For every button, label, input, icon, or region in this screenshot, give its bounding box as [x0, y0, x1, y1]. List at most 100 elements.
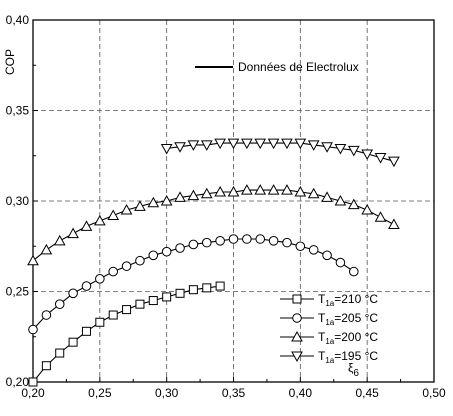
y-tick-label: 0,30 [6, 194, 30, 208]
y-axis-title: COP [3, 49, 17, 75]
data-point [174, 191, 186, 202]
series-line [32, 189, 395, 262]
data-point [160, 194, 173, 206]
data-point [135, 299, 145, 309]
data-point [241, 138, 253, 150]
data-point [55, 348, 65, 358]
series-2 [28, 234, 359, 335]
x-tick-label: 0,20 [21, 386, 45, 400]
y-tick-label: 0,35 [6, 104, 30, 118]
data-point [175, 288, 185, 298]
x-tick-label: 0,40 [289, 386, 313, 400]
data-point [215, 281, 225, 291]
legend-label-value: =195 °C [334, 349, 378, 363]
data-point [200, 140, 213, 151]
data-point [214, 138, 226, 150]
data-point [295, 241, 306, 252]
legend-entry: T1a=195 °C [280, 349, 378, 365]
grid-lines [33, 20, 434, 382]
data-point [122, 305, 132, 315]
series-line [32, 238, 355, 330]
data-point [187, 189, 200, 201]
data-point [294, 138, 307, 150]
data-point [255, 234, 266, 244]
data-point [148, 296, 158, 306]
reference-legend: Données de Electrolux [195, 60, 359, 74]
legend-label-main: T [318, 292, 326, 306]
data-point [187, 140, 200, 151]
data-point [81, 326, 91, 336]
data-point [81, 281, 92, 291]
data-point [188, 239, 199, 250]
data-point [162, 292, 172, 302]
data-point [215, 236, 225, 246]
data-point [254, 138, 267, 150]
data-point [27, 254, 39, 266]
data-point [227, 185, 240, 197]
data-point [227, 138, 240, 150]
data-point [334, 194, 347, 206]
data-point [135, 255, 145, 266]
legend-label-main: T [318, 311, 326, 325]
data-point [67, 227, 79, 239]
data-point [347, 198, 360, 210]
y-tick-label: 0,20 [6, 375, 30, 389]
legend-entry: T1a=205 °C [280, 311, 378, 327]
legend-label-main: T [318, 330, 326, 344]
series-4 [160, 138, 400, 168]
data-point [28, 377, 38, 387]
data-point [121, 261, 132, 271]
legend-label-subscript: 1a [325, 356, 334, 365]
data-point [281, 184, 293, 195]
data-point [334, 144, 347, 155]
data-point [202, 283, 212, 293]
legend-label-subscript: 1a [325, 318, 334, 327]
data-point [174, 142, 186, 153]
data-point [107, 209, 120, 220]
data-point [161, 246, 172, 257]
data-point [148, 250, 159, 261]
data-point [41, 361, 51, 371]
data-point [254, 184, 267, 195]
series-1 [28, 281, 225, 387]
data-point [388, 156, 400, 168]
x-tick-label: 0,50 [422, 386, 446, 400]
data-point [160, 144, 173, 155]
y-tick-label: 0,25 [6, 285, 30, 299]
legend-marker [291, 351, 303, 363]
data-point [53, 234, 66, 246]
data-point [28, 324, 38, 335]
data-point [374, 211, 387, 222]
data-point [308, 245, 319, 255]
data-point [282, 237, 292, 248]
data-point [200, 187, 213, 199]
x-axis-title-main: ξ [348, 361, 354, 375]
legend-label-value: =205 °C [334, 311, 378, 325]
data-point [268, 236, 279, 246]
axis-ticks: 0,20 0,25 0,30 0,35 0,40 0,45 0,50 0,20 0,25 0,30… [6, 13, 446, 400]
data-point [214, 185, 226, 197]
legend-label: T1a=205 °C [318, 311, 378, 327]
data-point [307, 187, 320, 199]
data-point [80, 220, 93, 231]
data-point [321, 191, 333, 202]
legend-label-main: T [318, 349, 326, 363]
data-point [347, 145, 360, 157]
data-point [95, 274, 105, 284]
legend-entry: T1a=210 °C [280, 292, 378, 308]
data-point [147, 196, 160, 208]
legend-marker [292, 294, 302, 304]
legend-entry: T1a=200 °C [280, 330, 378, 346]
data-point [93, 214, 106, 226]
data-point [175, 243, 185, 253]
data-point [361, 204, 374, 215]
data-point [267, 138, 280, 150]
data-point [95, 317, 105, 327]
legend-label-subscript: 1a [325, 299, 334, 308]
x-tick-label: 0,25 [88, 386, 112, 400]
reference-legend-label: Données de Electrolux [238, 60, 359, 74]
data-point [321, 142, 333, 153]
series-line [166, 142, 395, 162]
